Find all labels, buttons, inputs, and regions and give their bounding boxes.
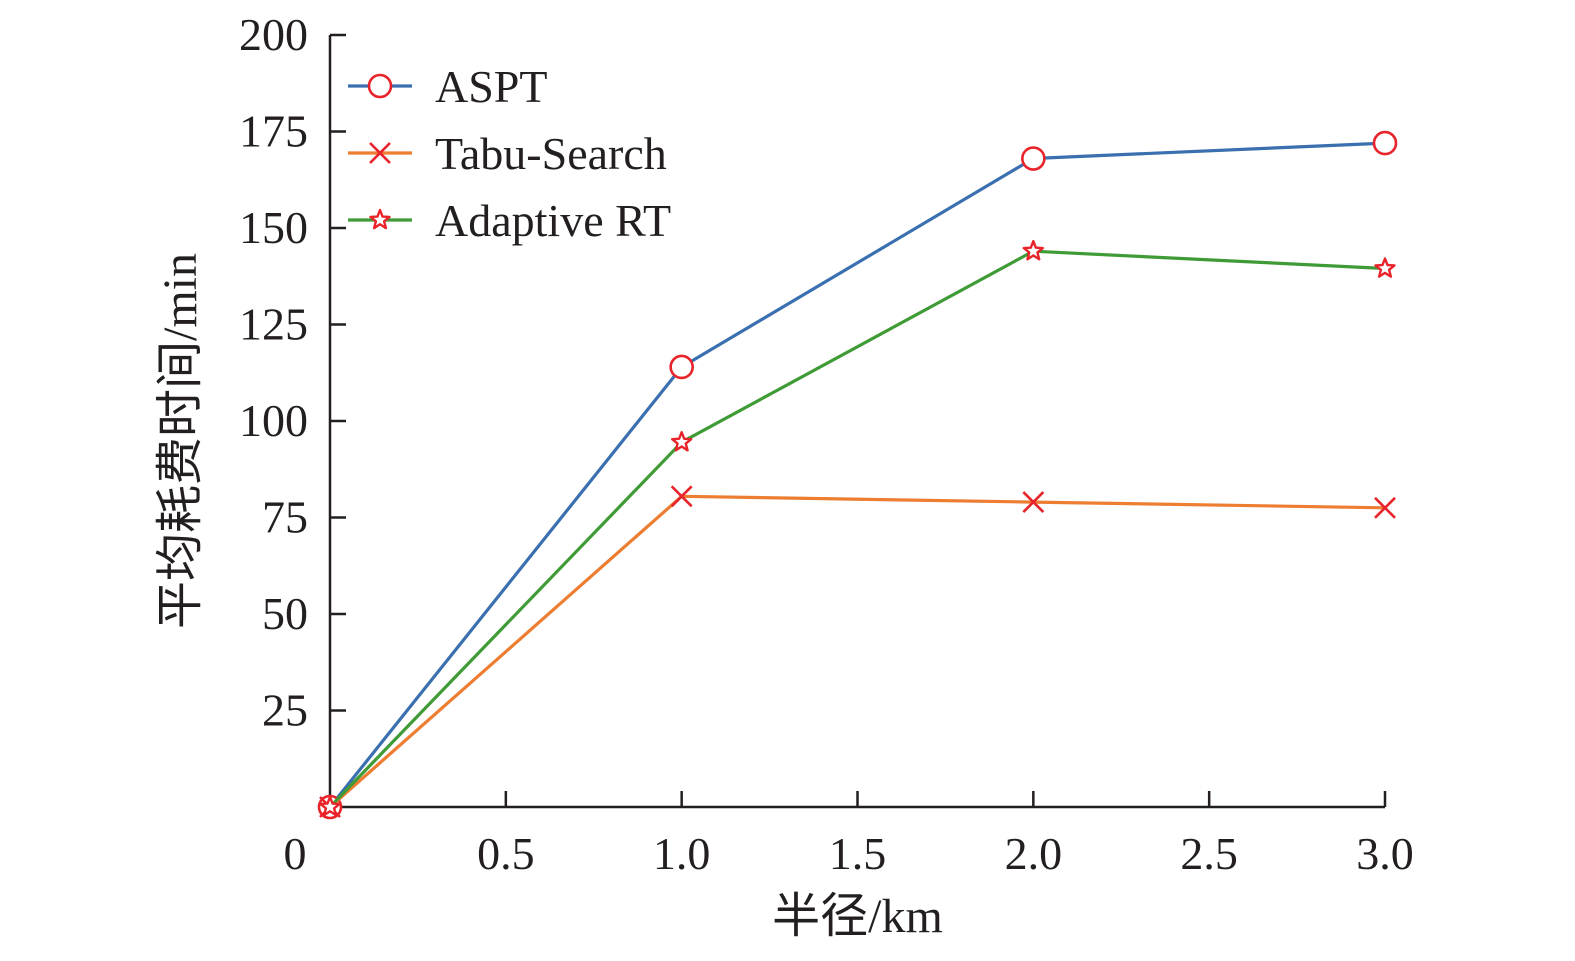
data-point-tabu-search [670, 485, 693, 508]
data-point-aspt [669, 354, 694, 380]
legend-item-aspt: ASPT [348, 61, 547, 112]
x-tick-label: 0.5 [477, 828, 535, 879]
legend-item-adaptive-rt: Adaptive RT [348, 195, 671, 246]
x-marker-stroke [1022, 491, 1045, 513]
data-point-adaptive-rt [1374, 257, 1396, 278]
legend-marker-aspt [367, 73, 393, 99]
series-adaptive-rt [319, 239, 1396, 817]
legend-marker-adaptive-rt [369, 208, 391, 230]
data-point-tabu-search [1022, 491, 1045, 513]
x-tick-label: 0 [284, 828, 307, 879]
legend-label-adaptive-rt: Adaptive RT [435, 195, 671, 246]
axes: 25 50 75 100 125 150 175 200 0 0.5 1.0 1.5 2.0 2.5 3.0 [239, 9, 1414, 879]
legend-marker-tabu-search [369, 142, 391, 164]
y-tick-label: 175 [239, 106, 308, 157]
data-point-tabu-search [1374, 496, 1396, 519]
x-marker-stroke [1374, 496, 1396, 519]
series-line-aspt [328, 141, 1386, 808]
data-point-adaptive-rt [670, 431, 693, 452]
legend-label-aspt: ASPT [435, 61, 547, 112]
y-tick-label: 150 [239, 202, 308, 253]
data-point-adaptive-rt [1022, 239, 1045, 261]
series-line-adaptive-rt [328, 249, 1386, 809]
x-tick-label: 1.5 [829, 828, 887, 879]
x-tick-label: 1.0 [653, 828, 711, 879]
x-tick-label: 2.5 [1180, 828, 1238, 879]
x-axis-label: 半径/km [772, 890, 943, 943]
y-tick-label: 100 [239, 395, 308, 446]
y-tick-label: 125 [239, 299, 308, 350]
y-tick-label: 75 [262, 492, 308, 543]
legend: ASPT Tabu-Search Adaptive RT [348, 61, 671, 246]
x-marker-stroke [670, 485, 693, 508]
data-point-adaptive-rt [319, 795, 341, 817]
data-point-aspt [1021, 146, 1046, 171]
series-line-tabu-search [328, 494, 1386, 809]
y-tick-label: 50 [262, 588, 308, 639]
series-layer [317, 130, 1398, 820]
legend-label-tabu-search: Tabu-Search [435, 128, 667, 179]
x-tick-label: 2.0 [1005, 828, 1063, 879]
x-marker-stroke [369, 142, 391, 164]
y-tick-label: 25 [262, 685, 308, 736]
y-tick-label: 200 [239, 9, 308, 60]
legend-item-tabu-search: Tabu-Search [348, 128, 667, 179]
y-axis-label: 平均耗费时间/min [154, 253, 207, 629]
x-tick-label: 3.0 [1356, 828, 1414, 879]
data-point-aspt [1372, 130, 1398, 156]
